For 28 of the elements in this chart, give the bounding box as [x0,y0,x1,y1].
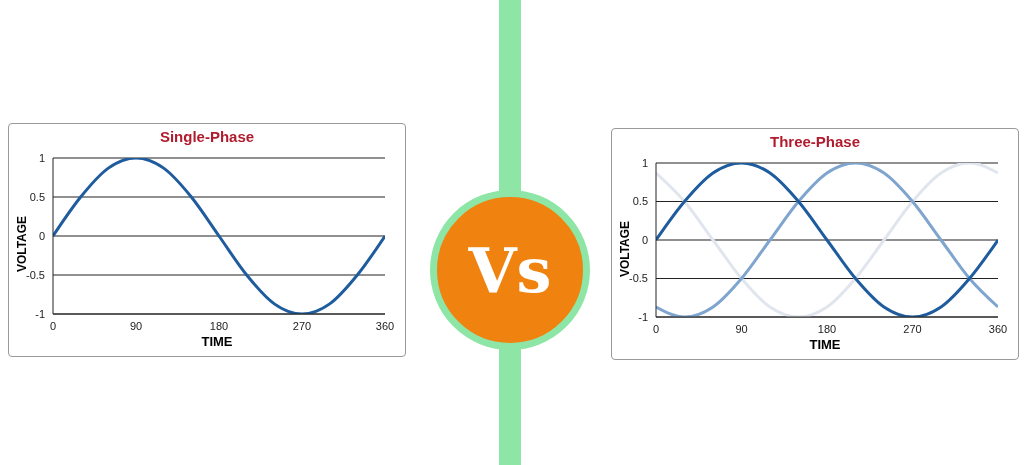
x-tick-label: 90 [735,322,748,335]
x-tick-label: 360 [375,319,395,332]
y-tick-label: 0.5 [29,190,45,203]
y-tick-label: -0.5 [629,272,648,285]
x-tick-label: 180 [209,319,229,332]
chart-title: Three-Phase [768,133,861,150]
y-tick-label: 1 [641,156,648,169]
line-series [656,163,998,317]
y-tick-label: 0.5 [632,195,648,208]
line-series [53,158,385,314]
y-tick-label: 0 [641,233,648,246]
chart-title: Single-Phase [158,128,256,145]
y-axis-title: VOLTAGE [15,215,29,273]
x-tick-label: 360 [988,322,1008,335]
x-axis-title: TIME [808,337,842,352]
y-axis-title: VOLTAGE [618,220,632,278]
x-tick-label: 90 [129,319,143,332]
y-tick-label: 1 [38,151,45,164]
x-tick-label: 270 [903,322,922,335]
x-tick-label: 180 [817,322,837,335]
x-tick-label: 0 [49,319,57,332]
y-tick-label: -0.5 [26,268,45,281]
y-tick-label: -1 [638,310,648,323]
x-axis-title: TIME [200,334,234,349]
y-tick-label: -1 [35,307,45,320]
x-tick-label: 270 [292,319,312,332]
x-tick-label: 0 [652,322,660,335]
y-tick-label: 0 [38,229,45,242]
